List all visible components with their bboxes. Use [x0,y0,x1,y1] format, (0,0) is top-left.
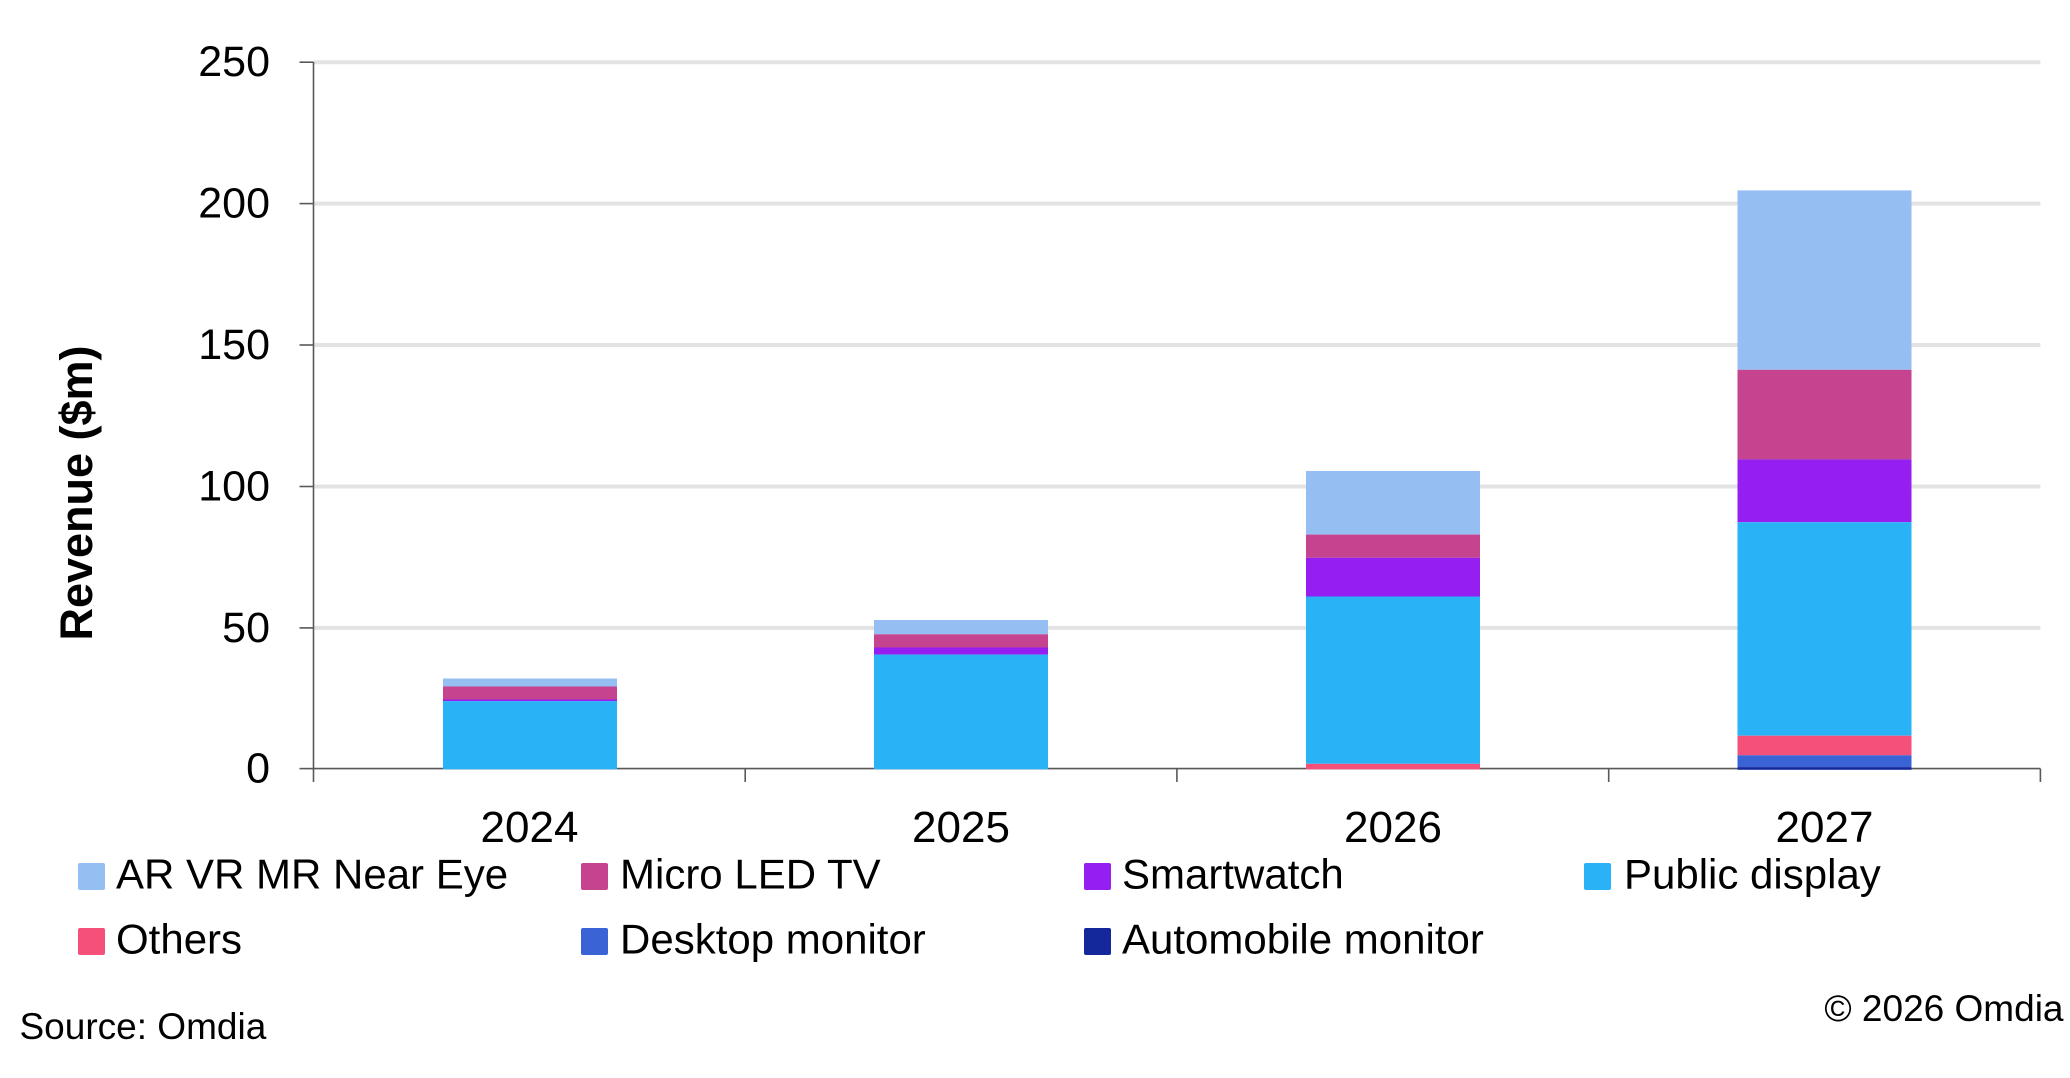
svg-text:Smartwatch: Smartwatch [1122,851,1344,898]
svg-text:Revenue ($m): Revenue ($m) [51,345,102,640]
svg-text:Desktop monitor: Desktop monitor [620,916,926,963]
svg-text:2027: 2027 [1776,803,1874,852]
svg-text:2024: 2024 [481,803,579,852]
svg-text:Micro LED TV: Micro LED TV [620,851,881,898]
svg-text:250: 250 [198,38,270,86]
svg-text:Source: Omdia: Source: Omdia [20,1006,267,1047]
svg-text:Automobile monitor: Automobile monitor [1122,916,1484,963]
svg-text:2025: 2025 [912,803,1010,852]
svg-text:2026: 2026 [1344,803,1442,852]
svg-text:Others: Others [116,916,242,963]
svg-text:© 2026 Omdia: © 2026 Omdia [1824,988,2064,1029]
svg-text:0: 0 [246,745,270,793]
svg-text:100: 100 [198,463,270,511]
svg-text:Public display: Public display [1624,851,1881,898]
svg-text:150: 150 [198,321,270,369]
svg-text:200: 200 [198,180,270,228]
svg-text:50: 50 [222,604,270,652]
svg-text:AR VR MR Near Eye: AR VR MR Near Eye [116,851,508,898]
